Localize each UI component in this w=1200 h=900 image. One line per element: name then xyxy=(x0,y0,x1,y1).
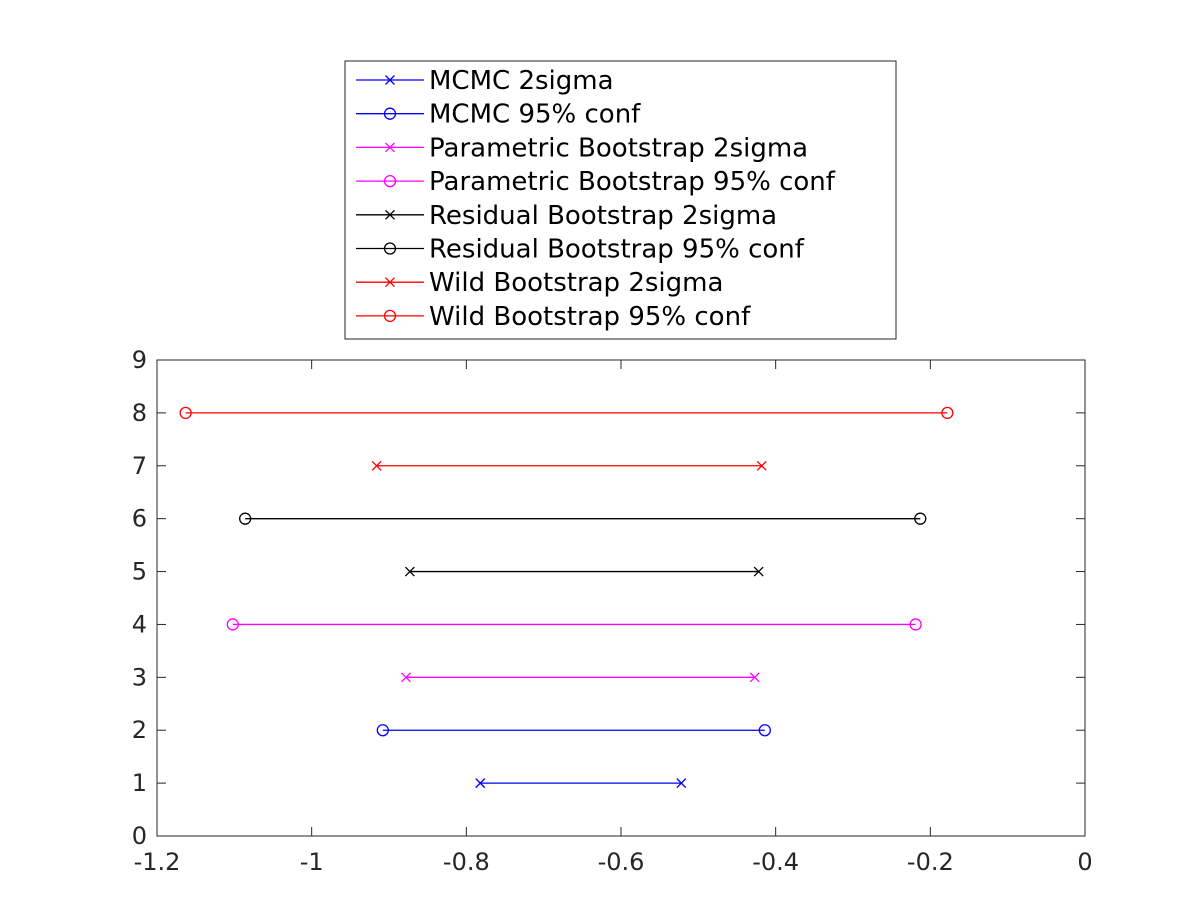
legend-entry: Residual Bootstrap 2sigma xyxy=(356,201,777,231)
legend-marker xyxy=(383,309,397,323)
data-point xyxy=(475,778,486,789)
legend-marker xyxy=(383,242,397,255)
marker-stroke xyxy=(385,209,395,220)
data-point xyxy=(376,724,389,737)
legend-marker xyxy=(385,209,395,220)
x-tick-label: -1 xyxy=(300,848,324,876)
data-point xyxy=(756,460,767,471)
series-line xyxy=(401,672,760,683)
y-tick-label: 4 xyxy=(132,610,147,638)
data-point xyxy=(758,724,771,737)
y-tick-label: 8 xyxy=(132,399,147,427)
marker-stroke xyxy=(401,672,411,683)
legend-label: Wild Bootstrap 2sigma xyxy=(429,268,723,298)
x-tick-label: -0.2 xyxy=(907,848,954,876)
y-tick-label: 0 xyxy=(132,822,147,850)
series-line xyxy=(376,724,771,737)
marker-stroke xyxy=(385,142,395,153)
data-point xyxy=(914,512,927,525)
legend-entry: MCMC 95% conf xyxy=(356,100,641,130)
x-tick-label: -0.8 xyxy=(443,848,490,876)
ticks-layer: -1.2 -1 -0.8 -0.6 -0.4 -0.2 0 0 1 2 3 4 5 6 7 8 9 xyxy=(132,346,1093,876)
plot-area xyxy=(157,360,1085,836)
data-point xyxy=(226,618,239,631)
marker-stroke xyxy=(749,672,760,683)
x-tick-label: -0.4 xyxy=(752,848,799,876)
x-tick-label: -0.6 xyxy=(598,848,645,876)
legend-label: Residual Bootstrap 95% conf xyxy=(429,235,805,265)
y-tick-label: 5 xyxy=(132,558,147,586)
series-line xyxy=(475,778,687,789)
data-point xyxy=(753,566,764,577)
legend-entry: Wild Bootstrap 2sigma xyxy=(356,268,723,298)
series-layer xyxy=(179,406,954,789)
data-point xyxy=(909,618,922,631)
legend-label: Parametric Bootstrap 2sigma xyxy=(429,133,808,163)
series-line xyxy=(239,512,927,525)
legend-label: MCMC 2sigma xyxy=(429,66,614,96)
marker-stroke xyxy=(385,75,395,85)
legend-label: MCMC 95% conf xyxy=(429,100,641,130)
y-tick-label: 9 xyxy=(132,346,147,374)
data-point xyxy=(404,566,415,577)
y-tick-label: 1 xyxy=(132,769,147,797)
legend-box xyxy=(344,60,897,340)
legend-marker xyxy=(383,107,397,120)
data-point xyxy=(401,672,411,683)
marker-stroke xyxy=(676,778,687,789)
series-line xyxy=(371,460,767,471)
legend-entry: Residual Bootstrap 95% conf xyxy=(356,235,805,265)
series-line xyxy=(404,566,764,577)
legend-entry: Parametric Bootstrap 2sigma xyxy=(356,133,808,163)
legend-marker xyxy=(385,75,395,85)
data-point xyxy=(941,406,954,420)
marker-stroke xyxy=(404,566,415,577)
series-line xyxy=(226,618,922,631)
y-tick-label: 7 xyxy=(132,452,147,480)
legend-entry: MCMC 2sigma xyxy=(356,66,614,96)
legend-label: Parametric Bootstrap 95% conf xyxy=(429,167,836,197)
y-tick-label: 2 xyxy=(132,716,147,744)
data-point xyxy=(749,672,760,683)
legend-marker xyxy=(385,277,395,288)
series-line xyxy=(179,406,954,420)
x-tick-label: 0 xyxy=(1077,848,1092,876)
y-tick-label: 6 xyxy=(132,505,147,533)
x-tick-label: -1.2 xyxy=(134,848,181,876)
marker-stroke xyxy=(753,566,764,577)
y-tick-label: 3 xyxy=(132,663,147,691)
data-point xyxy=(239,512,252,525)
marker-stroke xyxy=(371,460,382,471)
legend-marker xyxy=(385,142,395,153)
data-point xyxy=(676,778,687,789)
legend-entry: Parametric Bootstrap 95% conf xyxy=(356,167,836,197)
marker-stroke xyxy=(756,460,767,471)
legend-label: Wild Bootstrap 95% conf xyxy=(429,302,751,332)
legend-entry: Wild Bootstrap 95% conf xyxy=(356,302,751,332)
data-point xyxy=(179,406,192,420)
marker-stroke xyxy=(475,778,486,789)
data-point xyxy=(371,460,382,471)
marker-stroke xyxy=(385,277,395,288)
legend-label: Residual Bootstrap 2sigma xyxy=(429,201,777,231)
legend-marker xyxy=(383,174,397,188)
